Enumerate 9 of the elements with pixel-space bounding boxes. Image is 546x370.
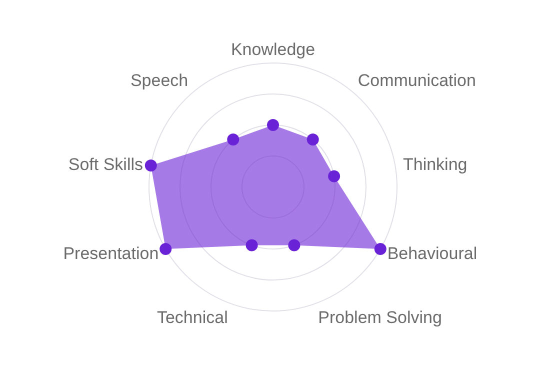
spoke-label: Problem Solving	[318, 308, 442, 328]
spoke-label: Presentation	[63, 244, 159, 264]
spoke-label: Speech	[130, 70, 188, 90]
spoke-label: Knowledge	[230, 40, 316, 59]
spoke-label: Technical	[156, 308, 228, 328]
spoke-label: Behavioural	[387, 244, 478, 264]
spoke-label: Soft Skills	[68, 155, 144, 174]
spoke-label: Thinking	[402, 155, 468, 174]
spoke-label: Communication	[358, 70, 476, 90]
